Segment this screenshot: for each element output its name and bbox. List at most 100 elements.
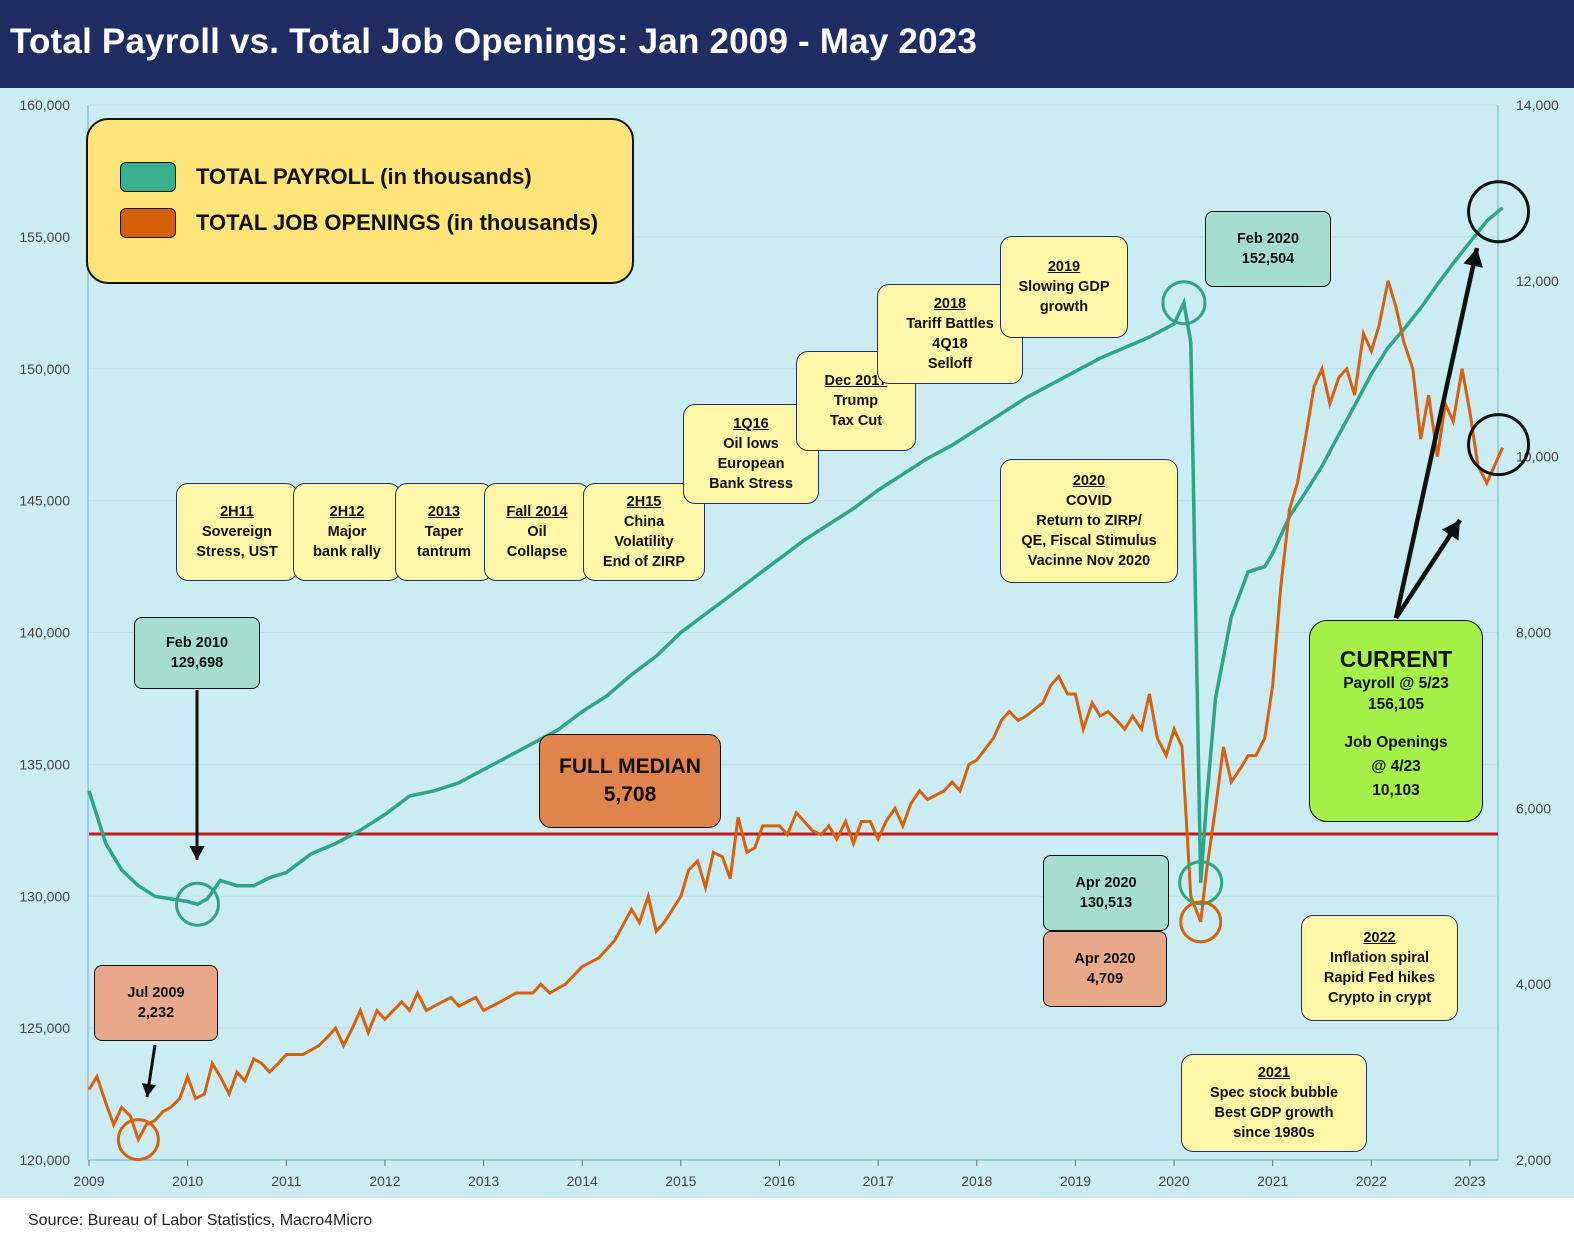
median-box: FULL MEDIAN 5,708 (539, 734, 721, 828)
event-2021-line: Spec stock bubble (1209, 1085, 1339, 1101)
right-tick-label: 12,000 (1516, 273, 1559, 289)
event-2h11-line: Stress, UST (196, 544, 278, 560)
event-2020-line: COVID (1066, 493, 1112, 509)
payroll-series-line (87, 206, 1504, 907)
event-2h15-head: 2H15 (626, 494, 662, 510)
x-tick-label: 2010 (172, 1173, 203, 1189)
legend-item-openings: TOTAL JOB OPENINGS (in thousands) (120, 208, 598, 238)
event-2021-head: 2021 (1257, 1065, 1291, 1081)
event-2h12-line: bank rally (313, 544, 381, 560)
right-tick-label: 6,000 (1516, 800, 1551, 816)
event-2022-line: Crypto in crypt (1327, 990, 1432, 1006)
median-title: FULL MEDIAN (559, 755, 701, 778)
event-2h11-head: 2H11 (220, 504, 254, 520)
event-2021-line: Best GDP growth (1214, 1105, 1334, 1121)
legend-item-payroll: TOTAL PAYROLL (in thousands) (120, 162, 532, 192)
event-1q16-line: European (717, 456, 785, 472)
right-tick-label: 14,000 (1516, 97, 1559, 113)
arrow-current-openings-shaft (1394, 518, 1462, 620)
callout-jul2009-date: Jul 2009 (127, 985, 185, 1001)
event-2h12-line: Major (327, 524, 367, 540)
current-openings-date: @ 4/23 (1371, 758, 1421, 775)
left-tick-label: 125,000 (19, 1020, 70, 1036)
right-tick-label: 2,000 (1516, 1152, 1551, 1168)
x-tick-label: 2021 (1257, 1173, 1288, 1189)
event-2021-line: since 1980s (1233, 1125, 1315, 1141)
event-fall2014-line: Oil (527, 524, 547, 540)
x-tick-label: 2019 (1060, 1173, 1091, 1189)
callout-feb2010-date: Feb 2010 (165, 635, 229, 651)
event-2013-head: 2013 (427, 504, 461, 520)
callout-apr2020-openings-value: 4,709 (1086, 971, 1124, 987)
event-2h11: 2H11 Sovereign Stress, UST (176, 483, 298, 581)
event-2022-line: Inflation spiral (1329, 950, 1430, 966)
x-tick-label: 2009 (73, 1173, 104, 1189)
event-fall2014-line: Collapse (506, 544, 568, 560)
callout-apr2020-openings-date: Apr 2020 (1074, 951, 1136, 967)
event-dec2017-line: Tax Cut (829, 413, 883, 429)
marker-apr2020-payroll (1178, 860, 1224, 906)
marker-feb2010-payroll (175, 881, 221, 927)
arrow-current-openings-head (1441, 520, 1460, 541)
right-tick-label: 8,000 (1516, 625, 1551, 641)
marker-current-payroll (1467, 180, 1531, 244)
event-1q16-line: Oil lows (723, 436, 779, 452)
event-2h11-line: Sovereign (201, 524, 273, 540)
callout-apr2020-payroll-value: 130,513 (1079, 895, 1133, 911)
event-2019-line: Slowing GDP (1018, 279, 1110, 295)
arrow-current-payroll-head (1463, 248, 1483, 268)
event-2h15-line: Volatility (614, 534, 674, 550)
callout-feb2020: Feb 2020 152,504 (1205, 211, 1331, 287)
event-2019-line: growth (1039, 299, 1089, 315)
left-tick-label: 120,000 (19, 1152, 70, 1168)
event-2020-line: Vacinne Nov 2020 (1027, 553, 1151, 569)
event-2022-head: 2022 (1363, 930, 1396, 946)
left-tick-label: 160,000 (19, 97, 70, 113)
callout-feb2010: Feb 2010 129,698 (134, 617, 260, 689)
callout-jul2009: Jul 2009 2,232 (94, 965, 218, 1041)
x-tick-label: 2023 (1454, 1173, 1485, 1189)
callout-apr2020-payroll-date: Apr 2020 (1075, 875, 1137, 891)
callout-jul2009-value: 2,232 (137, 1005, 175, 1021)
x-tick-label: 2022 (1356, 1173, 1387, 1189)
event-fall2014-head: Fall 2014 (506, 504, 568, 520)
callout-feb2010-value: 129,698 (170, 655, 224, 671)
current-box: CURRENT Payroll @ 5/23 156,105 Job Openi… (1309, 620, 1483, 822)
right-tick-label: 4,000 (1516, 976, 1551, 992)
x-tick-label: 2014 (567, 1173, 598, 1189)
callout-feb2020-value: 152,504 (1241, 251, 1295, 267)
event-2019: 2019 Slowing GDP growth (1000, 236, 1128, 338)
event-2020: 2020 COVID Return to ZIRP/ QE, Fiscal St… (1000, 459, 1178, 583)
event-2020-head: 2020 (1072, 473, 1106, 489)
marker-feb2020-payroll (1161, 280, 1207, 326)
event-2018-head: 2018 (933, 296, 967, 312)
left-tick-label: 135,000 (19, 756, 70, 772)
arrow-feb2010-head (189, 846, 205, 860)
event-2h12-head: 2H12 (329, 504, 365, 520)
openings-series-line (87, 280, 1504, 1144)
event-2013: 2013 Taper tantrum (395, 483, 493, 581)
event-2020-line: Return to ZIRP/ (1036, 513, 1142, 529)
arrows (141, 247, 1483, 1098)
left-tick-label: 140,000 (19, 625, 70, 641)
event-dec2017-line: Trump (833, 393, 879, 409)
median-value: 5,708 (603, 783, 657, 806)
chart-title: Total Payroll vs. Total Job Openings: Ja… (10, 22, 978, 61)
x-tick-label: 2016 (764, 1173, 795, 1189)
event-2h15-line: China (623, 514, 665, 530)
event-2018-line: 4Q18 (932, 336, 968, 352)
x-tick-label: 2015 (665, 1173, 696, 1189)
left-tick-label: 145,000 (19, 493, 70, 509)
marker-jul2009-openings (116, 1118, 160, 1162)
legend-label-payroll: TOTAL PAYROLL (in thousands) (196, 164, 532, 189)
x-tick-label: 2017 (863, 1173, 894, 1189)
source-note: Source: Bureau of Labor Statistics, Macr… (28, 1212, 373, 1229)
event-1q16-head: 1Q16 (733, 416, 769, 432)
current-title: CURRENT (1339, 646, 1453, 672)
x-tick-label: 2020 (1158, 1173, 1189, 1189)
current-openings-value: 10,103 (1372, 782, 1420, 799)
x-tick-label: 2012 (369, 1173, 400, 1189)
x-tick-label: 2013 (468, 1173, 499, 1189)
legend: TOTAL PAYROLL (in thousands) TOTAL JOB O… (86, 118, 634, 284)
x-tick-label: 2011 (271, 1173, 301, 1189)
